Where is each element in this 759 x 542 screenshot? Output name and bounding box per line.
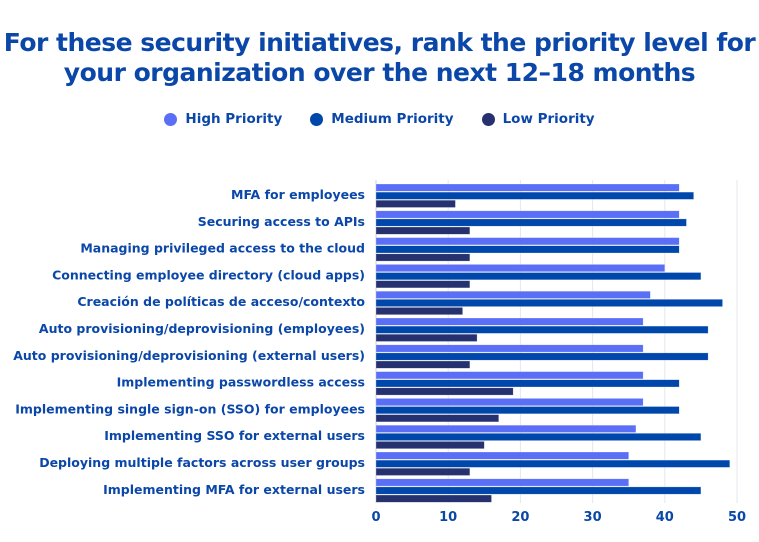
category-label: Implementing single sign-on (SSO) for em… <box>15 401 365 416</box>
x-tick-label: 20 <box>511 510 529 525</box>
legend-item[interactable]: Medium Priority <box>310 111 454 127</box>
bar-high-priority <box>375 210 680 219</box>
bar-low-priority <box>375 280 471 289</box>
category-label: Implementing passwordless access <box>117 375 365 390</box>
legend-label: High Priority <box>185 111 283 127</box>
bar-high-priority <box>375 264 666 272</box>
bar-high-priority <box>375 183 680 192</box>
bar-high-priority <box>375 424 637 433</box>
bar-medium-priority <box>375 459 731 468</box>
bar-medium-priority <box>375 245 680 254</box>
bar-low-priority <box>375 467 471 476</box>
bar-medium-priority <box>375 486 702 495</box>
bar-medium-priority <box>375 218 687 227</box>
category-label: Connecting employee directory (cloud app… <box>52 267 365 282</box>
bar-medium-priority <box>375 352 709 361</box>
x-tick-label: 0 <box>371 510 380 525</box>
legend-swatch <box>164 112 178 126</box>
category-label: Auto provisioning/deprovisioning (extern… <box>13 348 365 363</box>
category-label: MFA for employees <box>231 187 365 202</box>
bar-high-priority <box>375 398 644 406</box>
legend: High Priority Medium Priority Low Priority <box>0 111 759 127</box>
category-label: Deploying multiple factors across user g… <box>39 455 365 470</box>
x-tick-label: 50 <box>728 510 746 525</box>
x-tick-label: 10 <box>439 510 457 525</box>
chart-title: For these security initiatives, rank the… <box>3 28 756 87</box>
legend-label: Medium Priority <box>331 111 454 127</box>
legend-item[interactable]: High Priority <box>164 111 282 127</box>
bar-high-priority <box>375 317 644 326</box>
category-label: Securing access to APIs <box>198 214 365 229</box>
bar-high-priority <box>375 371 644 380</box>
bar-low-priority <box>375 360 471 369</box>
bar-high-priority <box>375 237 680 246</box>
legend-swatch <box>310 112 324 126</box>
bar-low-priority <box>375 441 485 449</box>
bar-low-priority <box>375 199 456 208</box>
bar-medium-priority <box>375 191 694 200</box>
legend-item[interactable]: Low Priority <box>481 111 595 127</box>
bar-medium-priority <box>375 433 702 441</box>
category-label: Auto provisioning/deprovisioning (employ… <box>39 321 365 336</box>
bar-low-priority <box>375 333 478 342</box>
bar-medium-priority <box>375 406 680 415</box>
bar-high-priority <box>375 344 644 353</box>
bar-medium-priority <box>375 379 680 388</box>
bar-low-priority <box>375 307 463 315</box>
bar-medium-priority <box>375 325 709 334</box>
category-label: Implementing SSO for external users <box>104 428 365 443</box>
category-label: Creación de políticas de acceso/contexto <box>77 294 365 309</box>
bar-low-priority <box>375 226 471 235</box>
bar-high-priority <box>375 451 629 460</box>
x-tick-label: 40 <box>656 510 674 525</box>
bar-low-priority <box>375 494 492 503</box>
bar-low-priority <box>375 253 471 262</box>
legend-label: Low Priority <box>502 111 595 127</box>
category-label: Managing privileged access to the cloud <box>80 241 365 256</box>
bar-low-priority <box>375 387 514 396</box>
x-tick-label: 30 <box>584 510 602 525</box>
category-label: Implementing MFA for external users <box>103 482 365 497</box>
legend-swatch <box>481 112 495 126</box>
bar-low-priority <box>375 414 499 423</box>
bar-medium-priority <box>375 272 702 281</box>
bar-medium-priority <box>375 299 723 307</box>
bar-high-priority <box>375 290 651 299</box>
bar-high-priority <box>375 478 629 487</box>
